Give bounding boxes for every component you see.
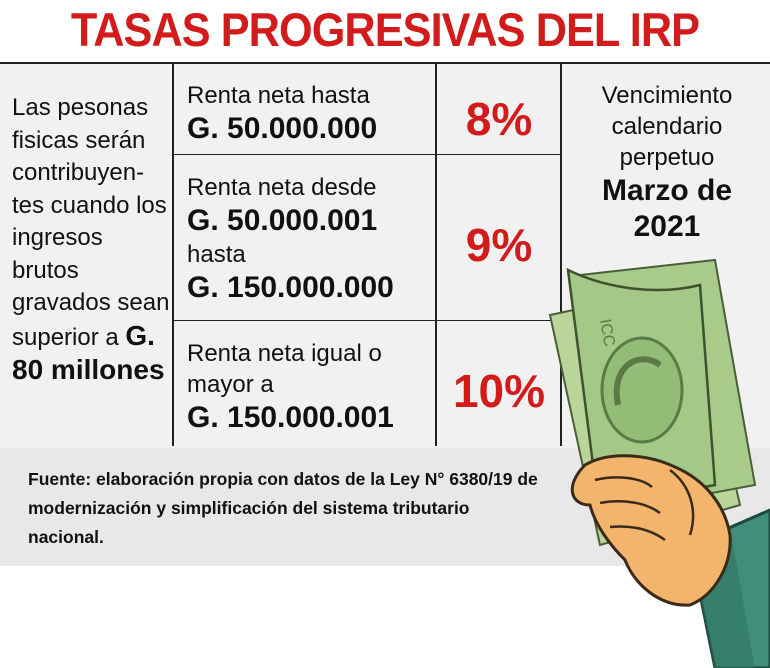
column-divider — [435, 64, 437, 446]
source-note: Fuente: elaboración propia con datos de … — [28, 469, 538, 547]
contributors-condition: Las pesonas fisicas serán contribuyen-te… — [12, 92, 172, 389]
bracket-2-from-amount: G. 50.000.001 — [187, 204, 378, 237]
rate-10: 10% — [452, 365, 546, 417]
bracket-1-amount: G. 50.000.000 — [187, 112, 378, 145]
rate-9: 9% — [465, 219, 533, 271]
condition-text: Las pesonas fisicas serán contribuyen-te… — [12, 94, 170, 351]
banknote-text: ICC — [596, 318, 618, 348]
bracket-1-label: Renta neta hasta — [187, 82, 370, 109]
banknote-seal-icon — [600, 336, 684, 444]
bracket-2-to-label: hasta — [187, 241, 246, 268]
hand-money-illustration: ICC — [548, 258, 770, 668]
bracket-1: Renta neta hasta G. 50.000.000 — [187, 80, 435, 147]
rate-8: 8% — [465, 93, 533, 145]
page-title: TASAS PROGRESIVAS DEL IRP — [70, 3, 700, 56]
bracket-3-label-2: mayor a — [187, 371, 274, 398]
deadline-label: Vencimiento calendario perpetuo — [601, 82, 733, 171]
deadline-info: Vencimiento calendario perpetuo Marzo de… — [564, 80, 770, 245]
threshold-amount: G. 80 millones — [12, 319, 165, 386]
bracket-2: Renta neta desde G. 50.000.001 hasta G. … — [187, 172, 435, 306]
bracket-3: Renta neta igual o mayor a G. 150.000.00… — [187, 338, 435, 436]
deadline-date: Marzo de 2021 — [601, 174, 733, 243]
title-bar: TASAS PROGRESIVAS DEL IRP — [0, 0, 770, 64]
column-divider — [560, 64, 562, 446]
bracket-2-to-amount: G. 150.000.000 — [187, 271, 394, 304]
column-divider — [172, 64, 174, 446]
bracket-3-amount: G. 150.000.001 — [187, 401, 394, 434]
row-divider — [174, 154, 562, 155]
row-divider — [174, 320, 562, 321]
hand-icon — [570, 454, 732, 607]
bracket-3-label: Renta neta igual o — [187, 340, 382, 367]
bracket-2-label: Renta neta desde — [187, 174, 377, 201]
